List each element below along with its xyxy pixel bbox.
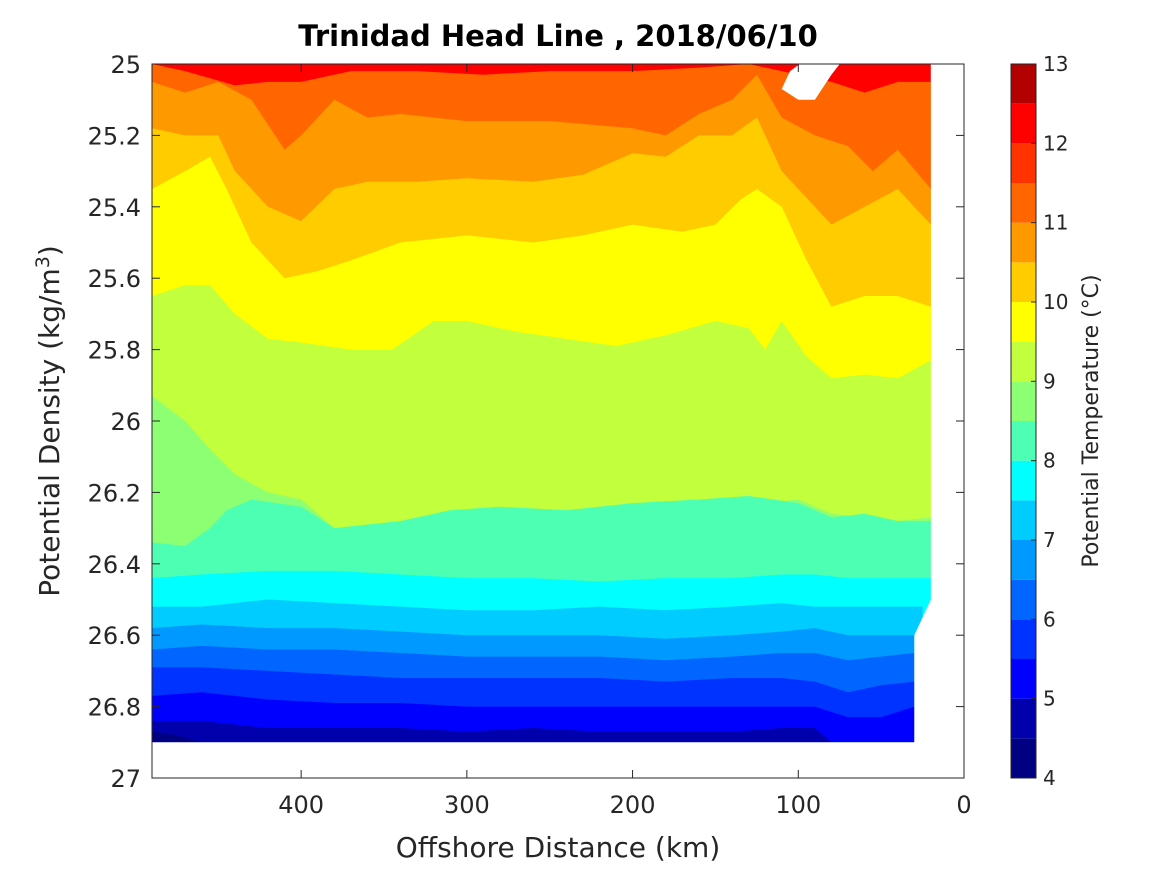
x-tick-label: 400	[278, 791, 324, 819]
colorbar-tick-label: 12	[1043, 131, 1068, 155]
colorbar-band	[1011, 183, 1036, 223]
x-tick-label: 100	[775, 791, 821, 819]
colorbar-tick-label: 6	[1043, 607, 1056, 631]
colorbar-band	[1011, 738, 1036, 778]
contour-fills	[152, 64, 931, 743]
y-tick-label: 25.8	[88, 337, 141, 365]
y-axis-label: Potential Density (kg/m3)	[32, 245, 66, 597]
colorbar-band	[1011, 103, 1036, 144]
y-tick-label: 25.4	[88, 194, 141, 222]
y-axis: 25 25.2 25.4 25.6 25.8 26 26.2 26.4 26.6 26.8 27	[88, 51, 964, 793]
colorbar-band	[1011, 64, 1036, 104]
plot-area	[152, 64, 964, 778]
x-axis-label: Offshore Distance (km)	[396, 831, 721, 864]
colorbar-tick-label: 8	[1043, 449, 1056, 473]
colorbar-tick-label: 9	[1043, 369, 1056, 393]
colorbar-band	[1011, 143, 1036, 183]
y-tick-label: 26.4	[88, 551, 141, 579]
colorbar-tick-label: 10	[1043, 290, 1068, 314]
y-tick-label: 25	[110, 51, 141, 79]
missing-data-regions	[152, 64, 964, 778]
colorbar-ticks: 4 5 6 7 8 9 10 11 12 13	[1031, 52, 1068, 790]
colorbar-tick-label: 4	[1043, 766, 1056, 790]
y-tick-label: 25.6	[88, 265, 141, 293]
colorbar-bands	[1011, 64, 1036, 778]
y-tick-label: 27	[110, 765, 141, 793]
colorbar-band	[1011, 302, 1036, 342]
colorbar-tick-label: 11	[1043, 211, 1068, 235]
colorbar-tick-label: 13	[1043, 52, 1068, 76]
colorbar-band	[1011, 341, 1036, 382]
y-tick-label: 26.8	[88, 694, 141, 722]
colorbar-band	[1011, 659, 1036, 699]
colorbar-band	[1011, 381, 1036, 421]
x-tick-label: 200	[610, 791, 656, 819]
colorbar-band	[1011, 579, 1036, 620]
chart-title: Trinidad Head Line , 2018/06/10	[298, 19, 818, 53]
y-tick-label: 25.2	[88, 122, 141, 150]
colorbar-band	[1011, 262, 1036, 302]
contour-band-5	[152, 720, 832, 743]
colorbar-band	[1011, 500, 1036, 540]
x-tick-label: 300	[444, 791, 490, 819]
x-tick-label: 0	[956, 791, 971, 819]
missing-region-surface-gap	[781, 64, 840, 100]
colorbar-band	[1011, 460, 1036, 501]
y-tick-label: 26.6	[88, 622, 141, 650]
colorbar-band	[1011, 222, 1036, 263]
colorbar-label: Potential Temperature (°C)	[1079, 274, 1104, 567]
y-tick-label: 26.2	[88, 479, 141, 507]
colorbar-tick-label: 5	[1043, 687, 1056, 711]
colorbar: 4 5 6 7 8 9 10 11 12 13 Potential Temperature (°C…	[1010, 52, 1104, 790]
contour-band-4-5	[152, 731, 202, 743]
colorbar-band	[1011, 698, 1036, 739]
y-tick-label: 26	[110, 408, 141, 436]
colorbar-band	[1011, 421, 1036, 461]
colorbar-band	[1011, 540, 1036, 580]
colorbar-band	[1011, 619, 1036, 659]
colorbar-tick-label: 7	[1043, 528, 1056, 552]
x-axis: 400 300 200 100 0	[278, 64, 972, 819]
colorbar-frame	[1010, 63, 1037, 779]
